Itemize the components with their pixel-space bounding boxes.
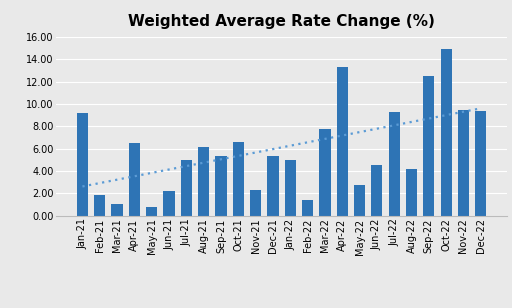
- Bar: [112, 205, 123, 216]
- Bar: [285, 160, 296, 216]
- Bar: [406, 169, 417, 216]
- Bar: [423, 76, 435, 216]
- Bar: [458, 110, 469, 216]
- Bar: [302, 200, 313, 216]
- Bar: [267, 156, 279, 216]
- Bar: [181, 160, 192, 216]
- Bar: [371, 165, 382, 216]
- Bar: [389, 112, 400, 216]
- Bar: [354, 185, 365, 216]
- Bar: [319, 128, 331, 216]
- Bar: [146, 207, 157, 216]
- Bar: [232, 142, 244, 216]
- Title: Weighted Average Rate Change (%): Weighted Average Rate Change (%): [128, 14, 435, 29]
- Bar: [163, 191, 175, 216]
- Bar: [198, 148, 209, 216]
- Bar: [336, 67, 348, 216]
- Bar: [216, 156, 227, 216]
- Bar: [77, 113, 88, 216]
- Bar: [94, 195, 105, 216]
- Bar: [129, 143, 140, 216]
- Bar: [475, 111, 486, 216]
- Bar: [250, 190, 261, 216]
- Bar: [440, 49, 452, 216]
